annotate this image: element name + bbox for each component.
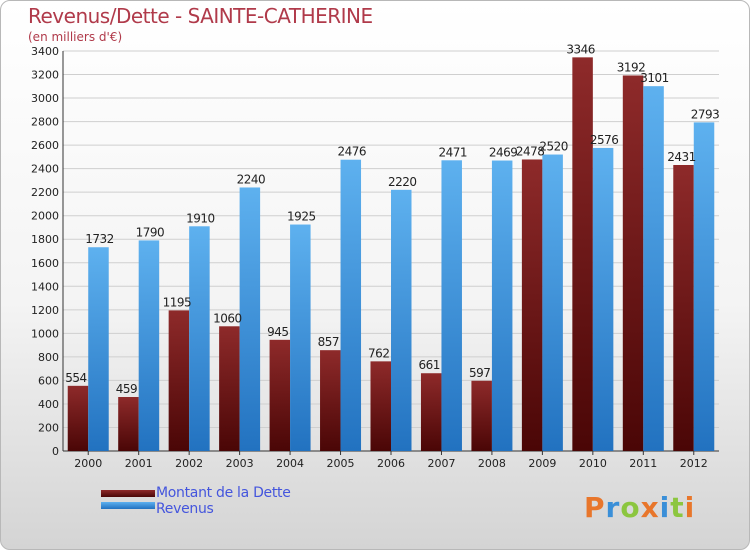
data-label-revenus: 2240	[237, 172, 266, 186]
data-label-debt: 459	[116, 382, 137, 396]
logo-letter: i	[659, 491, 671, 524]
bar-debt-2005	[320, 350, 341, 451]
data-label-debt: 857	[318, 335, 339, 349]
bar-revenus-2005	[340, 159, 362, 452]
x-tick-label: 2012	[680, 457, 708, 470]
bar-revenus-2000	[88, 247, 109, 451]
y-tick-label: 1200	[31, 304, 59, 317]
y-tick-label: 1600	[31, 257, 59, 270]
y-tick-label: 0	[52, 445, 59, 458]
y-tick-label: 3200	[31, 69, 59, 82]
y-tick-label: 1800	[31, 233, 59, 246]
y-tick-label: 2000	[31, 210, 59, 223]
y-tick-label: 3000	[31, 92, 59, 105]
y-tick-label: 200	[38, 421, 59, 434]
data-label-revenus: 2520	[539, 140, 568, 154]
data-label-revenus: 2476	[338, 145, 367, 159]
bar-revenus-2007	[441, 160, 462, 451]
bar-debt-2004	[269, 339, 291, 451]
data-label-debt: 597	[469, 366, 490, 380]
y-tick-label: 3400	[31, 45, 59, 58]
data-label-revenus: 1925	[287, 210, 316, 224]
data-label-revenus: 2220	[388, 175, 417, 189]
logo-letter: r	[605, 491, 621, 524]
y-tick-label: 2600	[31, 139, 59, 152]
y-tick-label: 2400	[31, 163, 59, 176]
x-tick-label: 2005	[327, 457, 355, 470]
data-label-revenus: 2469	[489, 146, 518, 160]
bar-revenus-2002	[189, 226, 210, 451]
bar-debt-2010	[572, 57, 593, 452]
bar-debt-2012	[673, 165, 694, 451]
bar-revenus-2001	[138, 240, 160, 451]
x-tick-label: 2002	[175, 457, 203, 470]
legend-label-debt: Montant de la Dette	[156, 485, 291, 501]
y-tick-label: 600	[38, 374, 59, 387]
y-tick-label: 800	[38, 351, 59, 364]
legend-label-revenus: Revenus	[156, 501, 214, 517]
bar-debt-2001	[118, 397, 139, 451]
bar-revenus-2004	[290, 224, 311, 451]
y-tick-label: 400	[38, 398, 59, 411]
bar-debt-2006	[370, 361, 391, 451]
data-label-revenus: 2793	[691, 107, 720, 121]
x-tick-label: 2001	[125, 457, 153, 470]
bar-debt-2008	[471, 380, 492, 451]
data-label-revenus: 2471	[438, 145, 467, 159]
data-label-debt: 762	[368, 346, 389, 360]
logo-letter: x	[640, 491, 660, 524]
y-tick-label: 2200	[31, 186, 59, 199]
bar-revenus-2008	[491, 160, 513, 451]
legend-swatch-revenus	[101, 502, 155, 509]
data-label-debt: 1060	[213, 311, 242, 325]
data-label-debt: 554	[65, 371, 86, 385]
data-label-debt: 3346	[566, 42, 595, 56]
x-tick-label: 2009	[528, 457, 556, 470]
bar-revenus-2009	[542, 154, 563, 451]
bar-debt-2011	[622, 75, 644, 452]
data-label-revenus: 1732	[85, 232, 114, 246]
x-tick-label: 2008	[478, 457, 506, 470]
y-tick-label: 1000	[31, 327, 59, 340]
y-tick-label: 1400	[31, 280, 59, 293]
x-tick-label: 2006	[377, 457, 405, 470]
x-tick-label: 2007	[427, 457, 455, 470]
logo-letter: t	[670, 491, 685, 524]
data-label-debt: 945	[267, 325, 288, 339]
data-label-debt: 661	[419, 358, 440, 372]
x-tick-label: 2003	[226, 457, 254, 470]
data-label-debt: 3192	[617, 60, 646, 74]
logo-letter: o	[620, 491, 641, 524]
proxiti-logo: Proxiti	[584, 491, 695, 524]
data-label-revenus: 1790	[136, 225, 165, 239]
legend-swatch-debt	[101, 490, 155, 497]
data-label-revenus: 1910	[186, 211, 215, 225]
bar-revenus-2006	[391, 189, 412, 451]
bar-revenus-2010	[592, 147, 614, 452]
data-label-revenus: 3101	[640, 71, 669, 85]
chart-title: Revenus/Dette - SAINTE-CATHERINE	[28, 4, 373, 28]
data-label-debt: 2478	[516, 144, 545, 158]
bar-debt-2007	[420, 373, 442, 451]
x-tick-label: 2010	[579, 457, 607, 470]
data-label-revenus: 2576	[590, 133, 619, 147]
x-tick-label: 2011	[629, 457, 657, 470]
data-label-debt: 2431	[667, 150, 696, 164]
bar-revenus-2011	[643, 86, 664, 452]
bar-debt-2009	[521, 159, 543, 451]
bar-debt-2000	[67, 385, 89, 451]
bar-debt-2003	[219, 326, 240, 451]
chart-subtitle: (en milliers d'€)	[28, 30, 123, 44]
bar-debt-2002	[168, 310, 190, 451]
logo-letter: P	[584, 491, 606, 524]
bar-revenus-2012	[693, 122, 715, 451]
data-label-debt: 1195	[163, 295, 192, 309]
bar-revenus-2003	[239, 187, 261, 451]
x-tick-label: 2000	[74, 457, 102, 470]
logo-letter: i	[684, 491, 696, 524]
x-tick-label: 2004	[276, 457, 304, 470]
y-tick-label: 2800	[31, 116, 59, 129]
